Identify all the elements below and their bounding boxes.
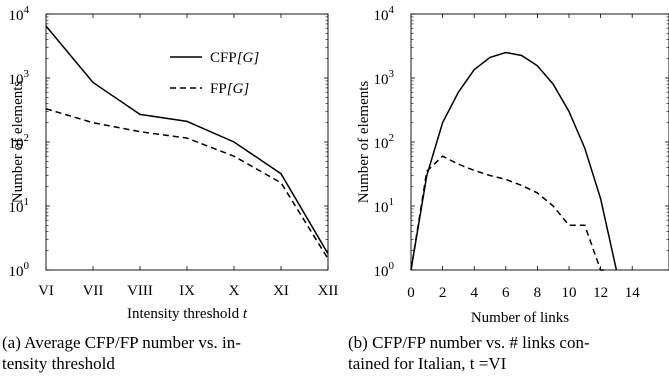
legend-fp-label: FP[G] (210, 81, 249, 97)
caption-a-line-2: tensity threshold (2, 354, 115, 373)
panel-a-legend: CFP[G] FP[G] (170, 50, 259, 97)
y-tick-label: 103 (9, 68, 30, 88)
x-tick-label: 10 (562, 285, 577, 301)
x-tick-label: VI (38, 283, 54, 299)
x-tick-label: 4 (470, 285, 478, 301)
panel-b-chart: 100 101 102 103 104 0 2 4 6 8 10 12 14 Number of el… (356, 4, 669, 326)
x-tick-label: X (229, 283, 240, 299)
x-tick-label: 12 (593, 285, 608, 301)
panel-b-x-axis-label: Number of links (471, 310, 569, 326)
x-tick-label: 0 (407, 285, 415, 301)
y-tick-label: 100 (374, 260, 395, 280)
panel-b-y-axis-label: Number of elements (356, 81, 372, 204)
panel-a-series (45, 25, 329, 260)
x-tick-label: 14 (625, 285, 641, 301)
panel-b-y-axis: 100 101 102 103 104 (374, 4, 669, 280)
y-tick-label: 104 (374, 4, 395, 24)
panel-a-plot-frame (45, 13, 329, 271)
panel-a-y-axis: 100 101 102 103 104 (9, 4, 328, 280)
series-cfp-line (410, 51, 618, 271)
y-tick-label: 104 (9, 4, 30, 24)
legend-cfp-label: CFP[G] (210, 50, 259, 66)
y-tick-label: 102 (9, 132, 30, 152)
caption-b-line-1: (b) CFP/FP number vs. # links con- (348, 333, 590, 352)
panel-a-chart: 100 101 102 103 104 VI VII VIII IX X XI XII Number… (9, 4, 339, 322)
y-tick-label: 101 (374, 196, 395, 216)
x-tick-label: 2 (439, 285, 447, 301)
panel-a-y-axis-label: Number of elements (10, 81, 26, 204)
series-fp-line (45, 108, 329, 260)
series-cfp-line (45, 25, 329, 255)
panel-a-x-axis-label: Intensity threshold t (127, 306, 248, 322)
y-tick-label: 101 (9, 196, 30, 216)
x-tick-label: 8 (534, 285, 542, 301)
x-tick-label: 6 (502, 285, 510, 301)
panel-a-x-axis: VI VII VIII IX X XI XII (38, 14, 338, 299)
x-tick-label: VII (83, 283, 104, 299)
series-fp-line (410, 155, 606, 271)
y-tick-label: 103 (374, 68, 395, 88)
y-tick-label: 100 (9, 260, 30, 280)
y-tick-label: 102 (374, 132, 395, 152)
caption-b-line-2: tained for Italian, t =VI (348, 354, 507, 373)
caption-b: (b) CFP/FP number vs. # links con- taine… (348, 332, 666, 374)
x-tick-label: IX (179, 283, 195, 299)
caption-a: (a) Average CFP/FP number vs. in- tensit… (2, 332, 320, 374)
caption-a-line-1: (a) Average CFP/FP number vs. in- (2, 333, 241, 352)
panel-b-plot-frame (410, 13, 669, 271)
x-tick-label: XI (273, 283, 289, 299)
x-tick-label: VIII (127, 283, 153, 299)
panel-b-series (410, 51, 618, 271)
x-tick-label: XII (318, 283, 339, 299)
panel-b-x-axis: 0 2 4 6 8 10 12 14 (407, 14, 640, 301)
